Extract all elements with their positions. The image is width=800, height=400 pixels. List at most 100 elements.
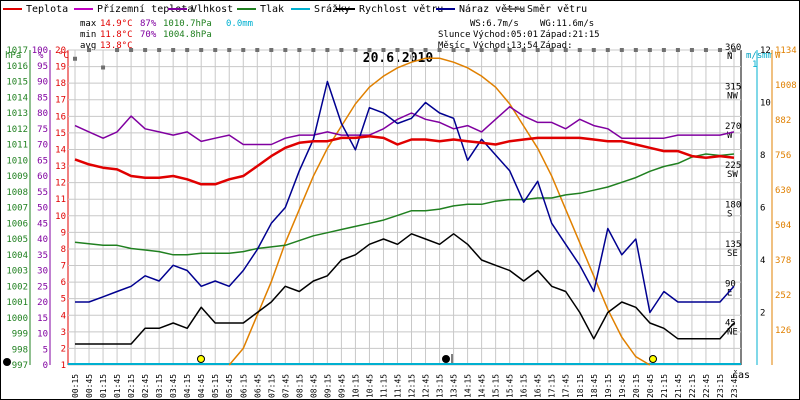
wind-axis-label: m/s	[746, 51, 762, 61]
humidity-tick-label: 50	[37, 204, 48, 214]
direction-tick-degrees: 315	[725, 82, 741, 92]
wind-tick-label: 2	[760, 309, 765, 319]
moon-label: Měsíc	[438, 41, 465, 51]
wind-direction-mark	[143, 48, 148, 52]
wind-direction-mark	[493, 48, 498, 52]
x-tick-label: 14:45	[478, 374, 487, 398]
x-tick-label: 23:15	[716, 374, 725, 398]
x-tick-label: 19:15	[604, 374, 613, 398]
direction-tick-degrees: 270	[725, 122, 741, 132]
stats-block: max 14.9°C 87% 1010.7hPa 0.0mm min 11.8°…	[80, 19, 253, 51]
wind-direction-mark	[703, 48, 708, 52]
wind-direction-mark	[535, 48, 540, 52]
pressure-tick-label: 998	[12, 345, 28, 355]
pressure-tick-label: 1001	[6, 298, 28, 308]
direction-tick-degrees: 90	[725, 279, 736, 289]
x-tick-label: 08:15	[295, 374, 304, 398]
x-tick-label: 11:15	[379, 374, 388, 398]
x-tick-label: 08:45	[309, 374, 318, 398]
solar-tick-label: 1008	[775, 81, 797, 91]
temperature-tick-label: 19	[55, 63, 66, 73]
wind-direction-mark	[353, 48, 358, 52]
x-tick-label: 19:45	[618, 374, 627, 398]
x-tick-label: 05:15	[211, 374, 220, 398]
wind-direction-mark	[185, 48, 190, 52]
x-tick-label: 04:15	[183, 374, 192, 398]
solar-axis-label: W	[775, 51, 781, 61]
humidity-tick-label: 20	[37, 298, 48, 308]
solar-tick-label: 1134	[775, 46, 797, 56]
x-tick-label: 00:45	[85, 374, 94, 398]
pressure-tick-label: 1007	[6, 204, 28, 214]
pressure-tick-label: 1011	[6, 141, 28, 151]
pressure-tick-label: 1000	[6, 314, 28, 324]
stat-avg-label: avg	[80, 41, 96, 51]
pressure-tick-label: 1006	[6, 219, 28, 229]
wind-direction-mark	[255, 48, 260, 52]
stat-max-press: 1010.7hPa	[163, 19, 212, 29]
solar-tick-label: 126	[775, 326, 791, 336]
wind-direction-mark	[73, 56, 78, 61]
wind-direction-mark	[395, 48, 400, 52]
rain-axis-label: mm	[762, 51, 773, 61]
pressure-tick-label: 1004	[6, 251, 28, 261]
humidity-tick-label: 35	[37, 251, 48, 261]
x-tick-label: 13:15	[436, 374, 445, 398]
humidity-line	[74, 105, 735, 146]
wind-tick-label: 10	[760, 99, 771, 109]
x-tick-label: 15:15	[492, 374, 501, 398]
wind-direction-mark	[283, 48, 288, 52]
humidity-tick-label: 70	[37, 141, 48, 151]
pressure-tick-label: 1017	[6, 46, 28, 56]
pressure-tick-label: 1005	[6, 235, 28, 245]
wind-tick-label: 4	[760, 256, 765, 266]
corner-moon-icon	[3, 358, 11, 366]
x-tick-label: 02:45	[141, 374, 150, 398]
temperature-tick-label: 20	[55, 46, 66, 56]
solar-tick-label: 882	[775, 116, 791, 126]
x-tick-label: 21:15	[660, 374, 669, 398]
gust-line	[75, 80, 735, 314]
humidity-tick-label: 40	[37, 235, 48, 245]
pressure-tick-label: 1008	[6, 188, 28, 198]
chart-title: 20.6.2010	[363, 51, 434, 66]
humidity-tick-label: 15	[37, 314, 48, 324]
temperature-axis-label: °C	[58, 51, 69, 61]
rain-axis-tick: 1	[752, 60, 757, 70]
direction-tick-compass: S	[727, 210, 732, 220]
humidity-tick-label: 45	[37, 219, 48, 229]
legend-label-tlak: Tlak	[260, 4, 284, 15]
wind-direction-mark	[479, 48, 484, 52]
wind-direction-mark	[451, 48, 456, 52]
x-tick-label: 02:15	[127, 374, 136, 398]
pressure-tick-label: 999	[12, 330, 28, 340]
humidity-tick-label: 85	[37, 93, 48, 103]
x-tick-label: 22:15	[688, 374, 697, 398]
pressure-tick-label: 1010	[6, 156, 28, 166]
pressure-axis-label: hPa	[5, 51, 21, 61]
x-tick-label: 09:45	[337, 374, 346, 398]
direction-tick-compass: SW	[727, 170, 738, 180]
x-tick-label: 23:45	[730, 374, 739, 398]
humidity-tick-label: 5	[43, 345, 48, 355]
temperature-tick-label: 11	[55, 195, 66, 205]
pressure-tick-label: 1015	[6, 78, 28, 88]
stat-max-rain: 0.0mm	[226, 19, 253, 29]
pressure-tick-label: 1014	[6, 93, 28, 103]
wind-tick-label: 12	[760, 46, 771, 56]
wind-direction-mark	[731, 48, 736, 52]
wind-direction-mark	[577, 48, 582, 52]
solar-tick-label: 756	[775, 151, 791, 161]
x-tick-label: 00:15	[71, 374, 80, 398]
temperature-tick-label: 13	[55, 162, 66, 172]
temperature-tick-label: 4	[61, 311, 66, 321]
legend-label-teplota: Teplota	[26, 4, 68, 15]
x-tick-label: 09:15	[323, 374, 332, 398]
wind-speed-avg: WS:6.7m/s	[470, 19, 519, 29]
sunset-marker	[649, 355, 657, 363]
wind-direction-mark	[549, 48, 554, 52]
humidity-tick-label: 75	[37, 125, 48, 135]
legend-label-naraz-vetru: Náraz větru	[459, 3, 525, 15]
temperature-tick-label: 5	[61, 295, 66, 305]
temperature-tick-label: 7	[61, 262, 66, 272]
